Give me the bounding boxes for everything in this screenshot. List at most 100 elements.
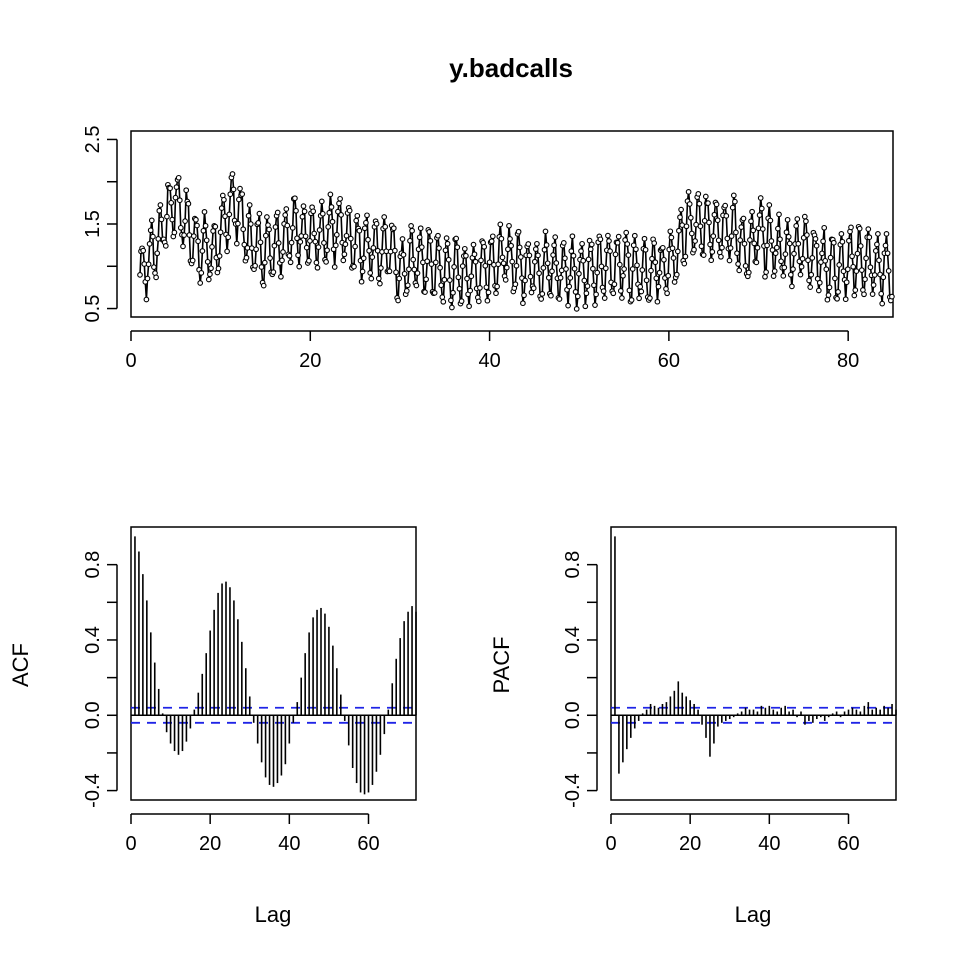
series-point bbox=[499, 254, 506, 261]
series-point bbox=[193, 216, 199, 223]
series-point bbox=[500, 260, 507, 267]
series-point bbox=[202, 222, 209, 229]
series-x-tick-label: 60 bbox=[658, 350, 680, 372]
series-point bbox=[729, 204, 736, 211]
series-point bbox=[461, 245, 468, 252]
series-point bbox=[367, 270, 374, 276]
series-x-tick-label: 80 bbox=[837, 350, 859, 372]
series-point bbox=[723, 213, 730, 219]
series-point bbox=[582, 303, 589, 310]
series-point bbox=[224, 248, 230, 255]
series-point bbox=[171, 229, 178, 236]
series-point bbox=[289, 225, 296, 231]
series-point bbox=[252, 262, 258, 269]
series-point bbox=[240, 226, 247, 233]
series-point bbox=[455, 274, 462, 281]
series-point bbox=[532, 246, 539, 252]
series-point bbox=[753, 259, 760, 266]
series-point bbox=[748, 218, 754, 225]
series-point bbox=[409, 227, 415, 234]
series-point bbox=[807, 284, 814, 290]
series-point bbox=[770, 273, 777, 279]
series-point bbox=[872, 248, 879, 254]
series-point bbox=[714, 217, 721, 224]
series-point bbox=[786, 240, 793, 247]
series-point bbox=[395, 297, 401, 304]
pacf-ylabel: PACF bbox=[489, 636, 514, 693]
series-point bbox=[865, 226, 872, 232]
series-point bbox=[790, 266, 796, 272]
series-point bbox=[483, 284, 490, 291]
series-point bbox=[512, 281, 519, 288]
series-point bbox=[310, 208, 317, 215]
series-point bbox=[246, 202, 253, 208]
series-x-tick-label: 20 bbox=[299, 350, 321, 372]
series-point bbox=[181, 232, 187, 238]
series-point bbox=[449, 304, 455, 311]
series-point bbox=[375, 275, 382, 282]
series-point bbox=[336, 200, 342, 207]
series-point bbox=[354, 212, 361, 219]
series-point bbox=[785, 233, 792, 240]
series-point bbox=[472, 258, 479, 265]
series-point bbox=[233, 240, 240, 247]
series-point bbox=[485, 289, 492, 296]
series-point bbox=[313, 259, 320, 266]
series-point bbox=[370, 245, 377, 251]
series-point bbox=[668, 234, 675, 241]
series-point bbox=[844, 266, 851, 273]
series-point bbox=[641, 235, 648, 242]
series-point bbox=[726, 257, 733, 264]
series-point bbox=[570, 252, 577, 259]
series-point bbox=[633, 246, 639, 253]
series-point bbox=[505, 246, 511, 253]
series-point bbox=[164, 213, 170, 220]
series-point bbox=[624, 241, 631, 247]
series-point bbox=[448, 297, 454, 304]
pacf-x-tick-label: 60 bbox=[837, 833, 859, 855]
series-point bbox=[867, 264, 874, 271]
series-point bbox=[876, 257, 882, 264]
series-point bbox=[879, 300, 886, 307]
series-point bbox=[805, 257, 811, 264]
series-point bbox=[735, 261, 741, 267]
series-point bbox=[773, 244, 780, 251]
series-point bbox=[795, 240, 802, 247]
series-point bbox=[550, 252, 556, 258]
series-point bbox=[210, 228, 216, 234]
series-point bbox=[843, 279, 850, 286]
series-point bbox=[669, 245, 676, 252]
series-point bbox=[321, 240, 327, 246]
series-point bbox=[324, 247, 330, 254]
series-point bbox=[436, 245, 442, 251]
series-point bbox=[782, 251, 789, 257]
series-point bbox=[874, 241, 880, 248]
series-point bbox=[806, 277, 812, 284]
series-point bbox=[804, 232, 810, 238]
series-point bbox=[416, 234, 423, 241]
series-point bbox=[832, 275, 838, 282]
series-point bbox=[871, 272, 878, 278]
pacf-x-tick-label: 20 bbox=[679, 833, 701, 855]
series-point bbox=[173, 184, 180, 190]
series-point bbox=[484, 297, 491, 304]
series-point bbox=[733, 229, 739, 236]
series-point bbox=[801, 213, 808, 220]
series-point bbox=[440, 298, 447, 305]
series-point bbox=[759, 226, 766, 232]
series-point bbox=[261, 259, 268, 266]
series-point bbox=[530, 285, 537, 292]
series-point bbox=[471, 251, 478, 258]
series-point bbox=[424, 258, 431, 265]
series-point bbox=[576, 270, 582, 277]
series-point bbox=[390, 225, 397, 232]
series-point bbox=[889, 293, 895, 300]
series-point bbox=[325, 224, 332, 230]
series-point bbox=[176, 197, 183, 204]
series-point bbox=[147, 227, 154, 234]
series-point bbox=[776, 211, 782, 218]
series-point bbox=[148, 217, 155, 224]
pacf-y-tick-label: 0.0 bbox=[562, 701, 584, 729]
acf-y-tick-label: 0.8 bbox=[82, 551, 104, 579]
series-point bbox=[778, 258, 784, 265]
